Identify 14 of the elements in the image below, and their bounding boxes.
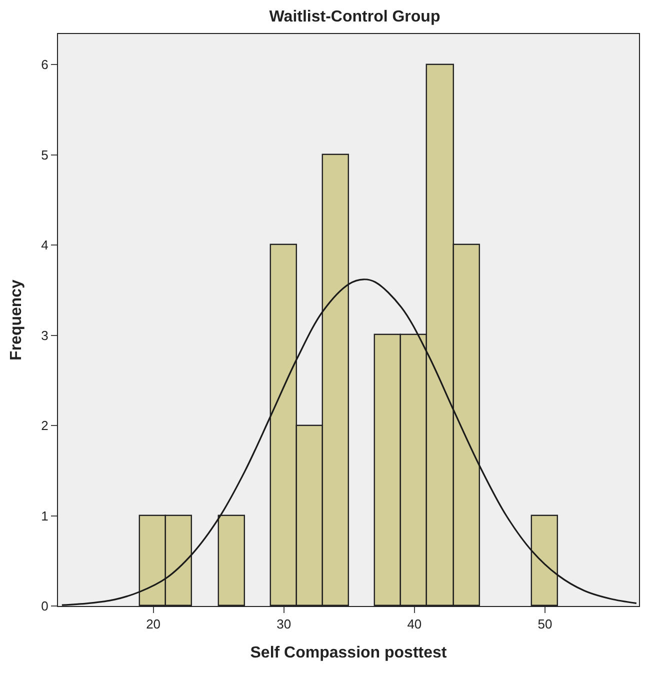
x-tick-label: 50 — [538, 616, 552, 632]
y-tick-label: 6 — [41, 57, 48, 72]
x-axis-title: Self Compassion posttest — [250, 644, 448, 662]
x-tick-label: 40 — [407, 616, 422, 632]
y-tick-label: 1 — [41, 508, 48, 524]
x-tick-label: 20 — [146, 616, 161, 632]
y-tick-label: 3 — [41, 328, 48, 343]
y-tick-label: 0 — [41, 598, 48, 614]
y-tick-label: 4 — [41, 238, 48, 253]
x-tick-label: 30 — [276, 616, 292, 632]
chart-title: Waitlist-Control Group — [269, 8, 440, 26]
y-tick-label: 5 — [41, 147, 48, 162]
y-axis-title: Frequency — [8, 279, 26, 360]
y-tick-label: 2 — [41, 418, 48, 434]
